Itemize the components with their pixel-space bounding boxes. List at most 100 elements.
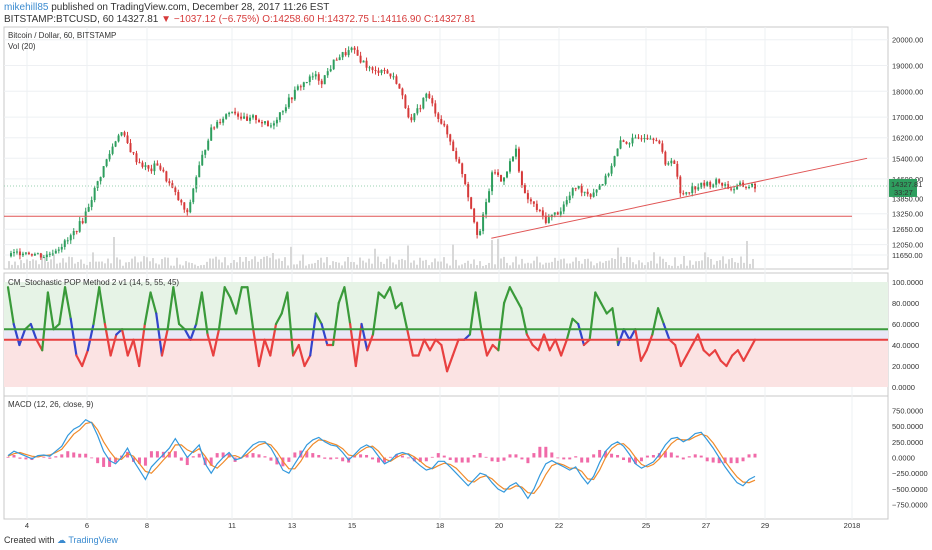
candle-body (159, 165, 162, 170)
candle-body (694, 186, 697, 190)
candle-body (81, 221, 84, 224)
candle-body (260, 122, 263, 124)
volume-bar (242, 261, 244, 269)
author-link[interactable]: mikehill85 (4, 2, 49, 13)
candle-body (54, 250, 57, 254)
histogram-bar (215, 453, 219, 458)
volume-bar (227, 265, 229, 269)
volume-bar (191, 263, 193, 269)
candle-body (583, 191, 586, 193)
volume-bar (449, 265, 451, 269)
main-title: Bitcoin / Dollar, 60, BITSTAMP (8, 31, 116, 40)
candle-body (135, 153, 138, 163)
x-tick-label: 18 (436, 521, 444, 530)
stochastic-segment (474, 291, 483, 331)
stochastic-segment (662, 322, 671, 341)
histogram-bar (651, 454, 655, 458)
histogram-bar (72, 452, 76, 458)
candle-body (344, 52, 347, 56)
stochastic-segment (349, 322, 357, 368)
candle-body (670, 160, 673, 164)
main-pane[interactable] (3, 26, 889, 270)
candle-body (494, 172, 497, 174)
candle-body (377, 70, 380, 73)
candle-body (96, 181, 99, 188)
volume-bar (737, 262, 739, 269)
price-change: −1037.12 (−6.75%) (173, 14, 260, 25)
stochastic-segment (343, 286, 352, 326)
volume-bar (434, 258, 436, 269)
x-tick-label: 15 (348, 521, 356, 530)
candle-body (467, 184, 470, 198)
histogram-bar (388, 456, 392, 458)
volume-bar (557, 260, 559, 269)
tradingview-brand[interactable]: TradingView (68, 535, 118, 545)
volume-bar (731, 258, 733, 269)
volume-bar (473, 259, 475, 269)
histogram-bar (633, 457, 637, 464)
candle-body (571, 188, 574, 196)
candle-body (622, 140, 625, 142)
stochastic-segment (92, 286, 101, 326)
volume-bar (518, 264, 520, 269)
candle-body (341, 52, 344, 58)
candle-body (547, 217, 550, 223)
stochastic-segment (314, 312, 323, 326)
candle-body (195, 177, 198, 189)
candle-body (240, 116, 243, 119)
volume-bar (200, 265, 202, 269)
stochastic-segment (639, 349, 648, 362)
candle-body (108, 153, 111, 160)
y-tick-label: 16200.00 (892, 134, 923, 143)
stochastic-segment (708, 349, 717, 357)
histogram-bar (126, 451, 130, 458)
candle-body (365, 60, 368, 68)
candle-body (234, 111, 237, 114)
candle-body (532, 201, 535, 204)
histogram-bar (137, 457, 141, 464)
candle-body (132, 152, 135, 154)
volume-bar (224, 257, 226, 269)
stochastic-segment (377, 291, 386, 299)
stochastic-segment (468, 291, 477, 336)
volume-bar (656, 263, 658, 269)
stochastic-segment (617, 328, 625, 347)
candle-body (153, 163, 156, 172)
candle-body (281, 111, 284, 113)
histogram-bar (532, 453, 536, 458)
volume-bar (425, 259, 427, 269)
volume-bar (359, 257, 361, 269)
histogram-bar (394, 454, 398, 458)
histogram-bar (490, 457, 494, 462)
volume-bar (197, 265, 199, 269)
candle-body (458, 159, 461, 164)
stochastic-segment (234, 286, 243, 315)
candle-body (685, 192, 688, 194)
volume-bar (89, 261, 91, 269)
stochastic-segment (109, 333, 118, 357)
histogram-bar (382, 457, 386, 463)
candle-body (434, 103, 437, 114)
stochastic-segment (29, 322, 38, 341)
volume-bar (26, 259, 28, 269)
histogram-bar (185, 457, 189, 466)
candle-body (222, 118, 225, 123)
histogram-bar (675, 455, 679, 458)
volume-bar (728, 259, 730, 269)
stochastic-segment (12, 322, 21, 347)
volume-bar (743, 262, 745, 269)
candle-body (383, 69, 386, 71)
candle-body (180, 200, 183, 203)
candle-body (317, 74, 320, 81)
stochastic-segment (160, 328, 169, 357)
candle-body (296, 86, 299, 90)
volume-bar (110, 263, 112, 269)
stochastic-segment (189, 322, 198, 341)
trend-line[interactable] (491, 157, 868, 239)
volume-bar (194, 264, 196, 269)
volume-bar (452, 244, 454, 269)
volume-bar (80, 259, 82, 269)
y-tick-label: 19000.00 (892, 62, 923, 71)
histogram-bar (586, 457, 590, 463)
